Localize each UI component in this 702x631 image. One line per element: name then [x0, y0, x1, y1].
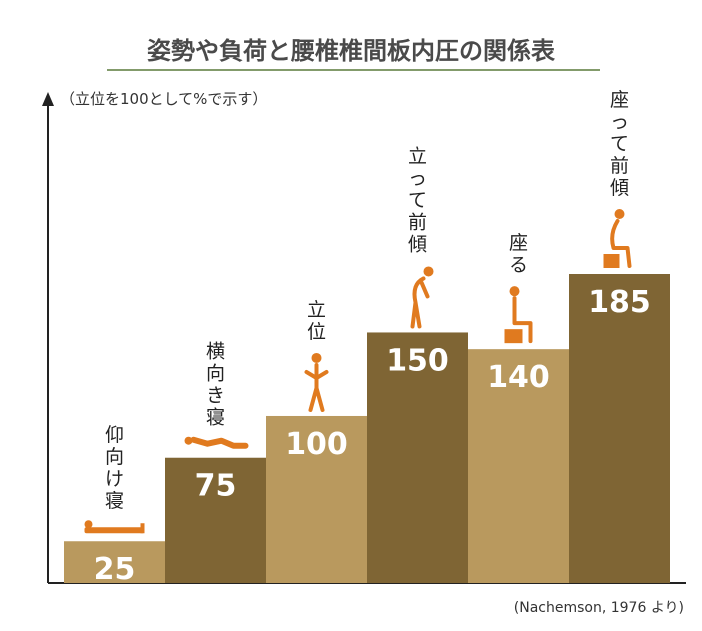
bar-value: 150 — [386, 343, 449, 378]
bars: 25 75 100 150 140 185 — [64, 274, 670, 587]
lying-supine-icon — [84, 520, 145, 534]
sitting-lean-icon — [603, 209, 632, 268]
category-label: 立位 — [307, 299, 326, 343]
bar-value: 25 — [94, 552, 136, 587]
bar — [165, 457, 266, 583]
bar — [266, 415, 367, 583]
bar — [569, 274, 670, 583]
category-label: 座る — [509, 232, 528, 276]
category-label: 座って前傾 — [610, 89, 629, 199]
sitting-icon — [504, 286, 533, 344]
bar-value: 100 — [285, 427, 348, 462]
bar-value: 75 — [195, 469, 237, 504]
chart-title: 姿勢や負荷と腰椎椎間板内圧の関係表 — [147, 37, 556, 65]
bar-value: 140 — [487, 360, 550, 395]
category-label: 横向き寝 — [206, 341, 225, 429]
category-label: 仰向け寝 — [105, 424, 124, 512]
lying-side-icon — [184, 436, 249, 449]
source-note: (Nachemson, 1976 より) — [514, 600, 684, 616]
category-labels: 仰向け寝 横向き寝 立位 立って前傾座る 座って前傾 — [105, 89, 629, 512]
standing-lean-icon — [410, 266, 434, 329]
standing-icon — [304, 352, 329, 412]
category-label: 立って前傾 — [408, 145, 427, 255]
bar-value: 185 — [588, 285, 651, 320]
icons — [84, 209, 632, 534]
y-axis-arrow-icon — [42, 92, 54, 106]
bar — [64, 541, 165, 583]
bar — [367, 332, 468, 583]
bar — [468, 349, 569, 583]
y-axis-label: （立位を100として%で示す） — [60, 90, 267, 108]
